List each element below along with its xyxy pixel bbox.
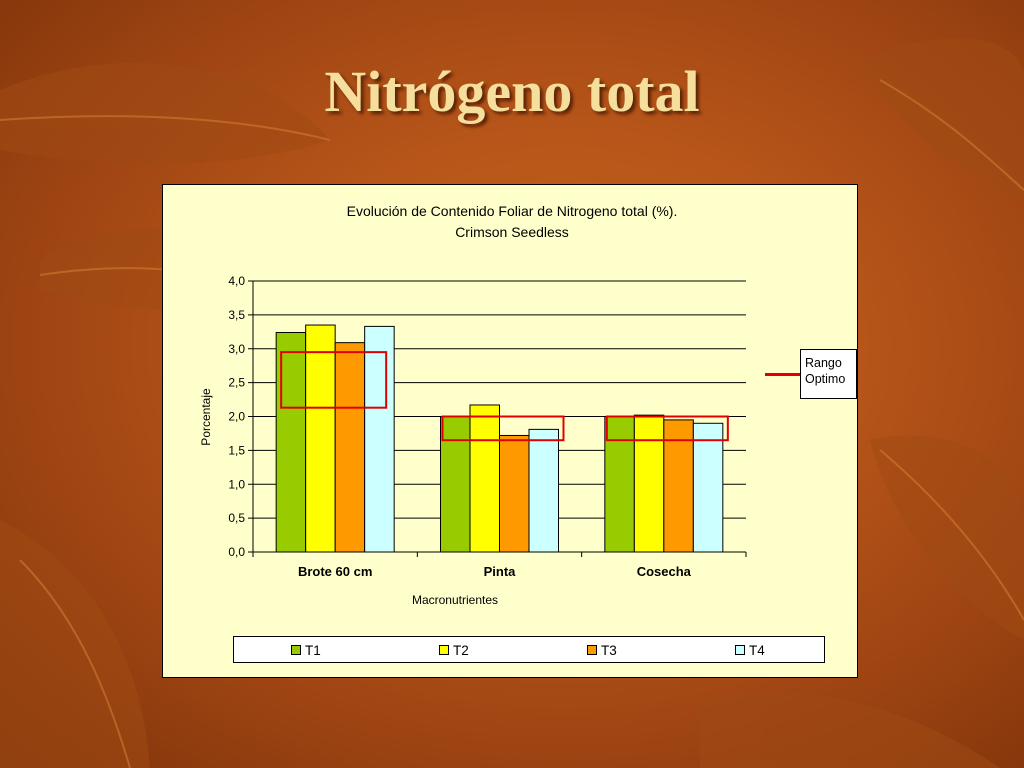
- y-tick-label: 2,0: [228, 410, 245, 424]
- optimal-range-label-line1: Rango: [805, 356, 842, 370]
- bar-t1: [604, 416, 635, 553]
- y-tick-label: 4,0: [228, 274, 245, 288]
- bar-t2: [305, 324, 336, 553]
- chart-frame: Evolución de Contenido Foliar de Nitroge…: [162, 184, 858, 678]
- y-tick-label: 3,0: [228, 342, 245, 356]
- bar-t4: [528, 428, 559, 553]
- legend-item-t3: T3: [587, 642, 617, 658]
- bar-chart: Evolución de Contenido Foliar de Nitroge…: [199, 203, 747, 607]
- y-tick-label: 3,5: [228, 308, 245, 322]
- bar-t3: [499, 434, 530, 553]
- legend-item-t2: T2: [439, 642, 469, 658]
- legend-label-t3: T3: [601, 642, 617, 658]
- legend-item-t4: T4: [735, 642, 765, 658]
- y-tick-label: 0,5: [228, 511, 245, 525]
- y-tick-label: 1,5: [228, 443, 245, 457]
- series-legend: T1 T2 T3 T4: [233, 636, 825, 663]
- bar-t3: [663, 419, 694, 553]
- bar-t1: [440, 416, 471, 553]
- y-tick-label: 1,0: [228, 477, 245, 491]
- legend-label-t4: T4: [749, 642, 765, 658]
- legend-label-t2: T2: [453, 642, 469, 658]
- optimal-range-line: [765, 373, 802, 376]
- legend-swatch-t1: [291, 645, 301, 655]
- x-axis-label: Macronutrientes: [412, 593, 498, 607]
- legend-item-t1: T1: [291, 642, 321, 658]
- optimal-range-label-line2: Optimo: [805, 372, 846, 386]
- x-tick-label: Cosecha: [637, 564, 692, 579]
- y-axis-label: Porcentaje: [199, 388, 213, 446]
- x-tick-label: Pinta: [484, 564, 517, 579]
- optimal-range-box: [280, 351, 388, 409]
- bar-t2: [633, 414, 665, 553]
- optimal-range-box: [441, 415, 565, 442]
- legend-swatch-t3: [587, 645, 597, 655]
- y-tick-label: 2,5: [228, 376, 245, 390]
- bar-t4: [364, 325, 395, 553]
- y-tick-label: 0,0: [228, 545, 245, 559]
- legend-swatch-t2: [439, 645, 449, 655]
- bar-t3: [334, 342, 366, 553]
- bar-t2: [469, 404, 500, 553]
- slide-title: Nitrógeno total: [324, 59, 700, 124]
- optimal-range-box: [605, 415, 729, 442]
- chart-title-line1: Evolución de Contenido Foliar de Nitroge…: [347, 203, 678, 219]
- x-tick-label: Brote 60 cm: [298, 564, 372, 579]
- optimal-range-legend: Rango Optimo: [800, 349, 857, 399]
- bar-t4: [692, 422, 724, 553]
- legend-swatch-t4: [735, 645, 745, 655]
- chart-title-line2: Crimson Seedless: [455, 224, 569, 240]
- legend-label-t1: T1: [305, 642, 321, 658]
